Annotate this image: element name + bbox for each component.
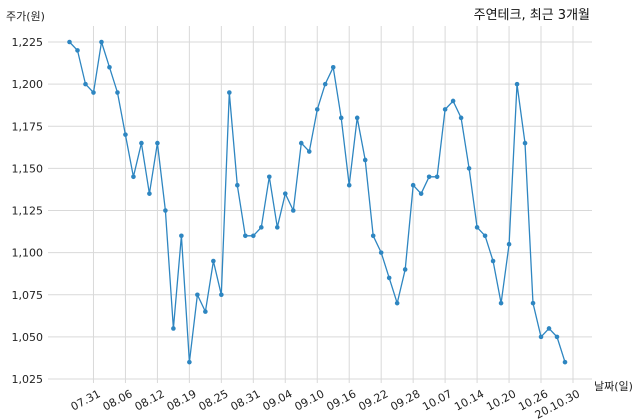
data-point (163, 208, 168, 213)
data-point (123, 132, 128, 137)
chart-title: 주연테크, 최근 3개월 (474, 8, 590, 23)
data-point (418, 191, 424, 196)
data-point (235, 182, 240, 188)
x-tick-label: 08.19 (165, 387, 199, 413)
data-point (155, 140, 160, 146)
price-series (67, 39, 568, 365)
data-point (243, 233, 248, 239)
data-point (83, 81, 88, 87)
data-point (546, 326, 552, 331)
grid (48, 26, 592, 383)
data-point (554, 334, 560, 340)
y-tick-label: 1,225 (12, 36, 44, 49)
data-point (282, 191, 288, 196)
data-point (139, 140, 144, 146)
y-tick-label: 1,150 (12, 162, 44, 175)
data-point (227, 90, 232, 95)
data-point (251, 233, 256, 239)
data-point (538, 334, 544, 340)
data-point (338, 115, 344, 121)
data-point (410, 182, 416, 188)
y-axis-ticks: 1,025 1,050 1,075 1,100 1,125 1,150 1,175 1,200… (12, 36, 44, 386)
x-tick-label: 09.28 (388, 387, 422, 413)
data-point (322, 81, 328, 87)
y-tick-label: 1,100 (12, 247, 44, 260)
data-point (402, 267, 408, 272)
data-point (115, 90, 120, 95)
x-tick-label: 09.16 (324, 387, 358, 413)
data-point (466, 166, 472, 171)
data-point (131, 174, 136, 180)
x-tick-label: 08.06 (101, 387, 135, 413)
data-point (394, 300, 400, 306)
data-point (386, 275, 392, 281)
data-point (67, 39, 72, 45)
x-tick-label: 08.25 (197, 387, 231, 413)
data-point (506, 241, 512, 247)
data-point (354, 115, 360, 121)
y-tick-label: 1,125 (12, 205, 44, 218)
data-point (450, 98, 456, 104)
x-tick-label: 10.07 (420, 387, 454, 413)
data-point (498, 300, 504, 306)
y-tick-label: 1,025 (12, 373, 44, 386)
data-point (259, 225, 264, 230)
data-point (490, 258, 496, 264)
data-point (362, 157, 368, 163)
data-point (187, 359, 192, 365)
data-point (514, 81, 520, 87)
x-tick-label: 10.14 (452, 387, 486, 413)
data-point (266, 174, 272, 180)
data-point (274, 225, 280, 230)
x-axis-title: 날짜(일) (594, 379, 633, 393)
data-point (179, 233, 184, 239)
data-point (99, 39, 104, 45)
data-point (107, 64, 112, 70)
data-point (474, 225, 480, 230)
data-point (314, 107, 320, 112)
data-point (442, 107, 448, 112)
data-point (378, 250, 384, 255)
data-point (195, 292, 200, 298)
data-point (434, 174, 440, 180)
data-point (290, 208, 296, 213)
x-tick-label: 08.31 (229, 387, 263, 413)
y-tick-label: 1,050 (12, 331, 44, 344)
data-point (211, 258, 216, 264)
y-tick-label: 1,075 (12, 289, 44, 302)
x-tick-label: 08.12 (133, 387, 167, 413)
data-point (306, 149, 312, 154)
data-point (426, 174, 432, 180)
x-tick-label: 10.20 (484, 387, 518, 413)
data-point (562, 359, 568, 365)
data-point (346, 182, 352, 188)
data-point (330, 64, 336, 70)
y-tick-label: 1,175 (12, 120, 44, 133)
data-point (530, 300, 536, 306)
x-tick-label: 09.04 (261, 387, 295, 413)
data-point (219, 292, 224, 298)
data-point (482, 233, 488, 239)
x-tick-label: 09.22 (356, 387, 390, 413)
data-point (370, 233, 376, 239)
data-point (522, 140, 528, 146)
y-axis-title: 주가(원) (6, 10, 45, 23)
x-axis-ticks: 07.3108.0608.1208.1908.2508.3109.0409.10… (69, 387, 582, 419)
x-tick-label: 09.10 (292, 387, 326, 413)
data-point (147, 191, 152, 196)
data-point (171, 326, 176, 331)
x-tick-label: 07.31 (69, 387, 103, 413)
data-point (75, 48, 80, 53)
data-point (203, 309, 208, 314)
data-point (458, 115, 464, 121)
y-tick-label: 1,200 (12, 78, 44, 91)
data-point (298, 140, 304, 146)
data-point (91, 90, 96, 95)
